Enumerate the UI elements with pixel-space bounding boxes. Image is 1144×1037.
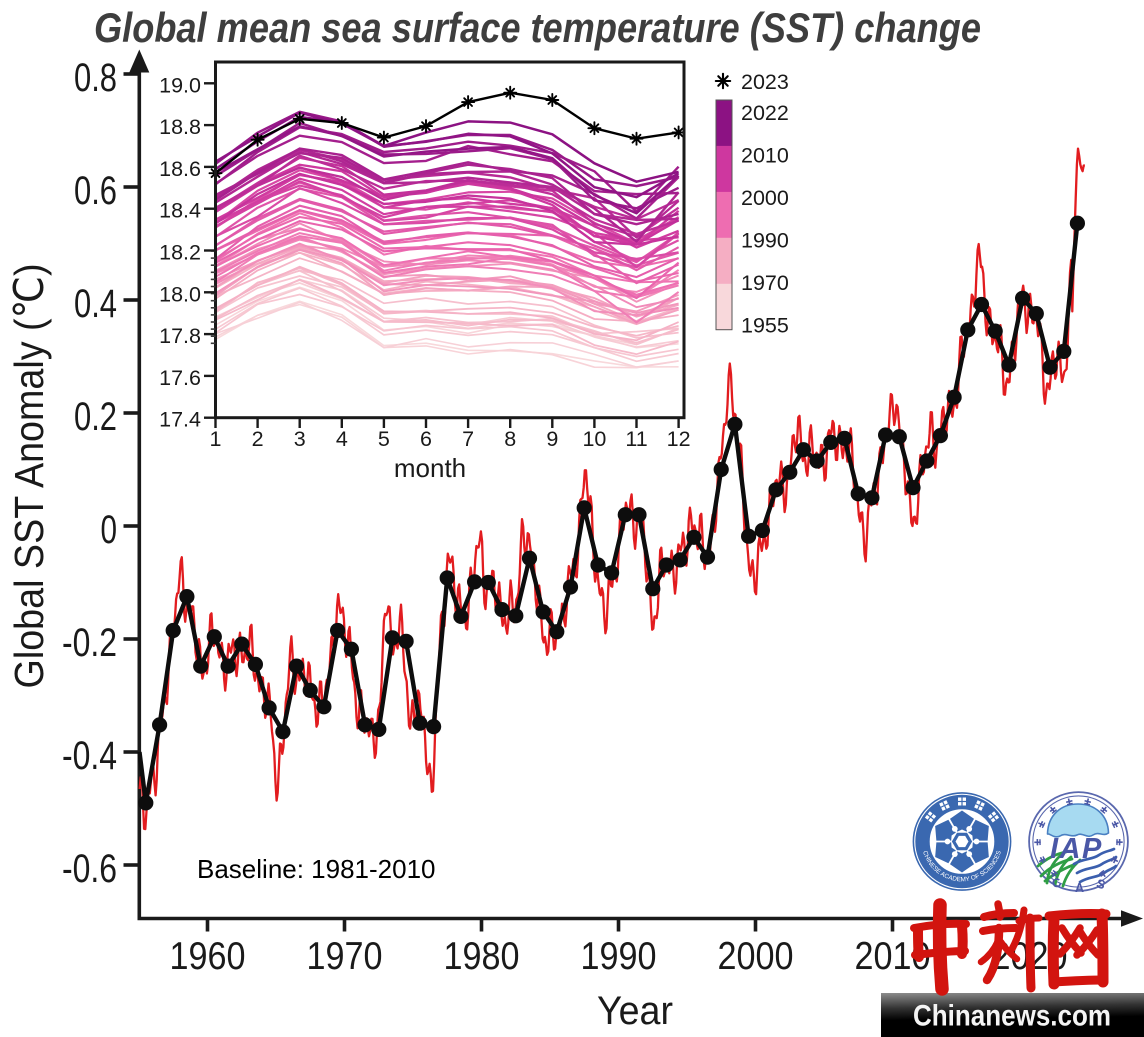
- svg-text:2010: 2010: [741, 144, 789, 168]
- svg-text:Baseline: 1981-2010: Baseline: 1981-2010: [197, 854, 436, 884]
- svg-text:C: C: [1050, 875, 1063, 891]
- svg-text:6: 6: [420, 427, 432, 451]
- svg-text:2: 2: [252, 427, 264, 451]
- svg-text:9: 9: [546, 427, 558, 451]
- svg-text:19.0: 19.0: [159, 73, 201, 97]
- svg-text:-0.2: -0.2: [62, 621, 117, 665]
- svg-text:5: 5: [378, 427, 390, 451]
- svg-text:1980: 1980: [444, 935, 520, 978]
- svg-text:1955: 1955: [741, 314, 789, 338]
- svg-text:18.2: 18.2: [159, 241, 201, 265]
- svg-text:1990: 1990: [581, 935, 657, 978]
- svg-text:18.6: 18.6: [159, 157, 201, 181]
- svg-text:18.0: 18.0: [159, 282, 201, 306]
- svg-text:IAP: IAP: [1050, 833, 1103, 865]
- svg-text:12: 12: [667, 427, 691, 451]
- svg-text:0.6: 0.6: [74, 169, 117, 213]
- svg-text:18.8: 18.8: [159, 115, 201, 139]
- svg-text:0.8: 0.8: [74, 56, 117, 100]
- svg-text:S: S: [1095, 876, 1107, 892]
- svg-text:Year: Year: [597, 989, 673, 1033]
- svg-text:Chinanews.com: Chinanews.com: [913, 1000, 1111, 1033]
- svg-text:7: 7: [462, 427, 474, 451]
- svg-text:Global SST Anomaly (℃): Global SST Anomaly (℃): [6, 264, 52, 689]
- svg-text:2022: 2022: [741, 101, 789, 125]
- svg-text:A: A: [1075, 881, 1084, 895]
- svg-text:17.6: 17.6: [159, 366, 201, 390]
- svg-text:10: 10: [582, 427, 606, 451]
- svg-text:0.4: 0.4: [74, 282, 117, 326]
- svg-text:Global mean sea surface temper: Global mean sea surface temperature (SST…: [94, 4, 981, 51]
- svg-text:1960: 1960: [170, 935, 246, 978]
- svg-text:1970: 1970: [307, 935, 383, 978]
- svg-text:2023: 2023: [741, 70, 789, 94]
- svg-text:17.4: 17.4: [159, 408, 201, 432]
- svg-text:2000: 2000: [741, 186, 789, 210]
- svg-text:-0.6: -0.6: [62, 847, 117, 891]
- svg-text:month: month: [394, 453, 466, 483]
- svg-text:1970: 1970: [741, 271, 789, 295]
- svg-text:11: 11: [625, 427, 647, 451]
- svg-text:0.2: 0.2: [74, 395, 117, 439]
- svg-text:3: 3: [294, 427, 306, 451]
- svg-text:1: 1: [210, 427, 222, 451]
- svg-text:1990: 1990: [741, 229, 789, 253]
- svg-text:4: 4: [336, 427, 348, 451]
- svg-text:0: 0: [101, 508, 118, 552]
- svg-text:-0.4: -0.4: [62, 734, 117, 778]
- svg-text:18.4: 18.4: [159, 199, 201, 223]
- svg-text:8: 8: [504, 427, 516, 451]
- svg-text:2000: 2000: [718, 935, 794, 978]
- svg-text:17.8: 17.8: [159, 324, 201, 348]
